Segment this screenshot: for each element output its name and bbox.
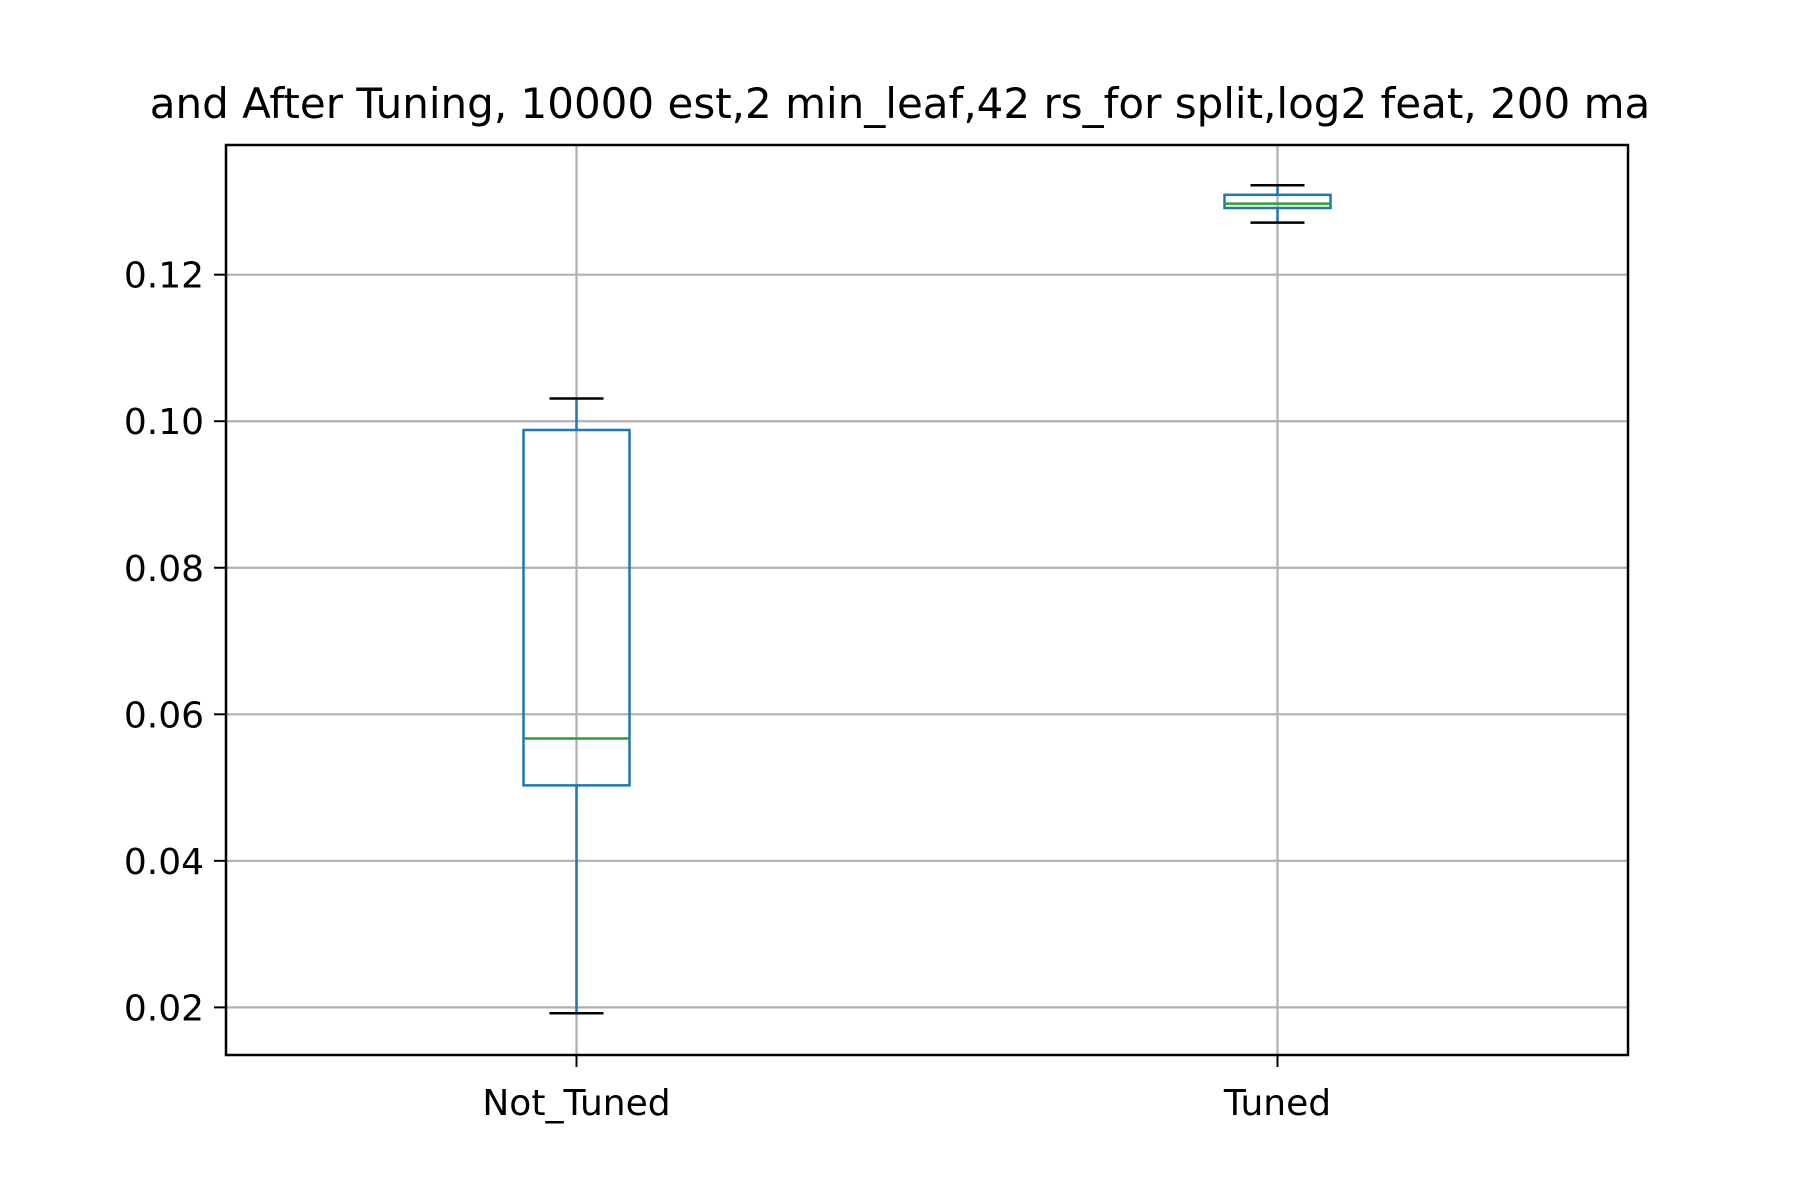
x-axis: Not_Tuned Tuned <box>482 1055 1331 1124</box>
iqr-box <box>522 428 631 787</box>
chart-title: and After Tuning, 10000 est,2 min_leaf,4… <box>150 79 1650 128</box>
plot-frame <box>224 143 1630 1057</box>
y-tick-label: 0.02 <box>124 988 204 1029</box>
y-tick-label: 0.06 <box>124 695 204 736</box>
iqr-box <box>1223 193 1332 210</box>
box-series <box>522 184 1332 1015</box>
box-tuned <box>1223 184 1332 224</box>
grid-lines <box>226 145 1628 1055</box>
y-tick-label: 0.04 <box>124 842 204 883</box>
x-tick-label: Tuned <box>1223 1083 1331 1124</box>
y-axis: 0.02 0.04 0.06 0.08 0.10 0.12 <box>124 256 226 1029</box>
y-tick-label: 0.12 <box>124 256 204 297</box>
x-tick-label: Not_Tuned <box>482 1083 670 1124</box>
y-tick-label: 0.08 <box>124 549 204 590</box>
y-tick-label: 0.10 <box>124 402 204 443</box>
box-not-tuned <box>522 397 631 1015</box>
